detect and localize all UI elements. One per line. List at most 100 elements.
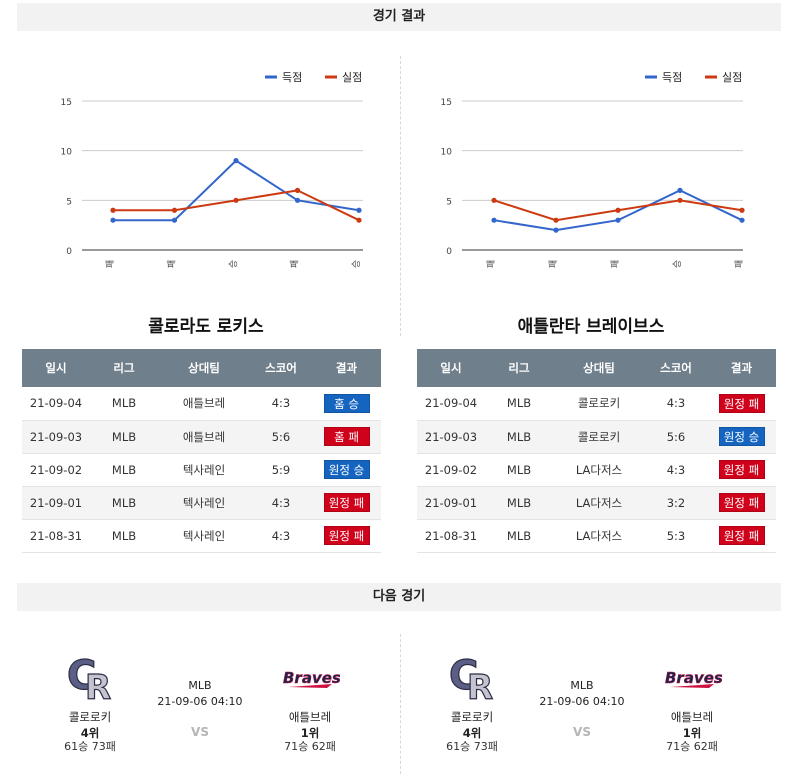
cell-opponent: 텍사레인 (158, 453, 250, 487)
rockies-logo-icon: C R (448, 652, 493, 706)
data-point (356, 207, 362, 213)
chart-legend: 득점 실점 (265, 71, 362, 84)
cell-opponent: 텍사레인 (158, 519, 250, 553)
result-badge: 홈 승 (323, 393, 370, 413)
data-point (677, 187, 683, 193)
cell-league: MLB (90, 486, 158, 520)
game-league: MLB (570, 679, 594, 692)
team-title-colorado: 콜로라도 로키스 (148, 317, 264, 337)
x-tick-label: 승 (672, 260, 683, 268)
line-chart-colorado: 득점 실점 0 5 10 15 패 패 승 패 승 (61, 71, 363, 268)
away-team-rank: 1위 (682, 726, 702, 740)
cell-score: 4:3 (645, 453, 707, 487)
table-row: 21-09-01 MLB 텍사레인 4:3 원정 패 (22, 486, 381, 520)
x-tick-label: 패 (105, 260, 116, 268)
table-row: 21-09-03 MLB 애틀브레 5:6 홈 패 (22, 420, 381, 454)
table-row: 21-09-02 MLB LA다저스 4:3 원정 패 (417, 453, 776, 487)
braves-logo-icon: Braves (283, 669, 340, 688)
cell-league: MLB (90, 519, 158, 553)
data-point (491, 217, 497, 223)
data-point (491, 197, 497, 203)
cell-score: 4:3 (645, 387, 707, 421)
data-point (233, 197, 239, 203)
x-tick-label: 패 (610, 260, 621, 268)
result-badge: 원정 승 (718, 427, 765, 446)
cell-date: 21-09-03 (417, 420, 485, 454)
data-point (677, 197, 683, 203)
cell-league: MLB (485, 453, 553, 487)
cell-opponent: 애틀브레 (158, 420, 250, 454)
table-row: 21-09-03 MLB 콜로로키 5:6 원정 승 (417, 420, 776, 454)
data-point (294, 197, 301, 203)
next-game-card: C R 콜로로키 4위 61승 73패 MLB 21-09-06 04:10 V… (40, 645, 380, 765)
next-game-card: C R 콜로로키 4위 61승 73패 MLB 21-09-06 04:10 V… (422, 645, 762, 765)
header-score: 스코어 (645, 349, 707, 387)
cell-date: 21-09-02 (417, 453, 485, 487)
cell-date: 21-09-01 (417, 486, 485, 520)
cell-date: 21-09-02 (22, 453, 90, 487)
cell-league: MLB (485, 486, 553, 520)
header-date: 일시 (417, 349, 485, 387)
data-point (171, 207, 178, 213)
cell-score: 5:6 (250, 420, 312, 454)
header-result: 결과 (312, 349, 381, 387)
svg-text:Braves: Braves (283, 669, 340, 687)
cell-date: 21-09-01 (22, 486, 90, 520)
x-tick-label: 패 (734, 260, 745, 268)
result-badge: 원정 패 (718, 460, 765, 479)
home-team-record: 61승 73패 (446, 740, 498, 753)
legend-scored-label: 득점 (282, 71, 302, 84)
data-point (294, 187, 301, 193)
home-team-rank: 4위 (80, 726, 100, 740)
cell-score: 4:3 (250, 387, 312, 421)
header-score: 스코어 (250, 349, 312, 387)
data-point (356, 217, 362, 223)
result-badge: 원정 패 (718, 393, 765, 413)
x-tick-label: 패 (290, 260, 301, 268)
result-badge: 원정 승 (323, 460, 370, 479)
cell-score: 3:2 (645, 486, 707, 520)
cell-score: 4:3 (250, 486, 312, 520)
cell-date: 21-08-31 (22, 519, 90, 553)
game-league: MLB (188, 679, 212, 692)
cell-score: 5:9 (250, 453, 312, 487)
away-team-record: 71승 62패 (284, 740, 336, 753)
game-datetime: 21-09-06 04:10 (157, 695, 243, 708)
data-point (615, 207, 621, 213)
results-column-divider (400, 56, 401, 336)
cell-score: 4:3 (250, 519, 312, 553)
data-point (171, 217, 178, 223)
result-badge: 원정 패 (323, 526, 370, 545)
table-row: 21-09-02 MLB 텍사레인 5:9 원정 승 (22, 453, 381, 487)
data-point (615, 217, 621, 223)
home-team-record: 61승 73패 (64, 740, 116, 753)
cell-league: MLB (485, 420, 553, 454)
result-badge: 원정 패 (718, 526, 765, 545)
data-point (739, 207, 745, 213)
table-row: 21-08-31 MLB LA다저스 5:3 원정 패 (417, 519, 776, 553)
game-datetime: 21-09-06 04:10 (539, 695, 625, 708)
results-table-colorado: 일시 리그 상대팀 스코어 결과 21-09-04 MLB 애틀브레 4:3 홈… (22, 349, 381, 553)
x-tick-label: 승 (228, 260, 239, 268)
results-table-atlanta: 일시 리그 상대팀 스코어 결과 21-09-04 MLB 콜로로키 4:3 원… (417, 349, 776, 553)
cell-opponent: LA다저스 (553, 519, 645, 553)
header-opponent: 상대팀 (553, 349, 645, 387)
table-row: 21-09-04 MLB 콜로로키 4:3 원정 패 (417, 387, 776, 421)
svg-text:Braves: Braves (665, 669, 722, 687)
header-result: 결과 (707, 349, 776, 387)
x-tick-label: 승 (351, 260, 362, 268)
cell-opponent: 텍사레인 (158, 486, 250, 520)
team-title-atlanta: 애틀란타 브레이브스 (517, 317, 665, 337)
cell-opponent: 콜로로키 (553, 420, 645, 454)
cell-date: 21-09-04 (22, 387, 90, 421)
data-point (110, 217, 116, 223)
rockies-logo-icon: C R (66, 652, 111, 706)
svg-text:R: R (85, 668, 111, 706)
cell-date: 21-09-03 (22, 420, 90, 454)
cell-opponent: 콜로로키 (553, 387, 645, 421)
svg-text:R: R (467, 668, 493, 706)
table-header-row: 일시 리그 상대팀 스코어 결과 (22, 349, 381, 387)
cell-league: MLB (485, 387, 553, 421)
header-date: 일시 (22, 349, 90, 387)
y-tick-label: 5 (446, 197, 452, 207)
